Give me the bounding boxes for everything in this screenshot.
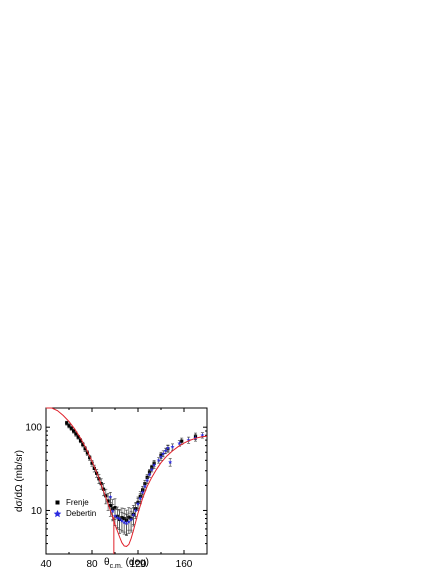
data-point-debertin (149, 467, 154, 472)
data-point-frenje (113, 506, 117, 510)
series-layer (46, 407, 208, 554)
data-point-frenje (74, 432, 78, 436)
data-point-debertin (135, 501, 141, 506)
x-tick-label: 40 (40, 559, 52, 570)
x-axis-title-tail: (deg) (123, 557, 149, 568)
data-point-debertin (163, 448, 168, 453)
data-point-debertin (140, 490, 145, 495)
data-point-frenje (88, 456, 92, 460)
data-point-debertin (110, 508, 115, 513)
axis-ticks: 40 80 120 160 10 100 (25, 408, 208, 570)
data-point-debertin (158, 454, 164, 459)
x-tick-label: 160 (176, 559, 193, 570)
legend-label-frenje: Frenje (66, 498, 89, 507)
data-point-debertin (126, 519, 131, 524)
data-point-debertin (165, 445, 170, 450)
data-point-frenje (90, 461, 94, 465)
data-point-debertin (124, 521, 129, 526)
data-point-frenje (76, 435, 80, 439)
data-point-debertin (170, 444, 175, 449)
data-point-frenje (180, 439, 184, 443)
legend-marker-debertin (53, 510, 62, 518)
data-point-debertin (131, 512, 136, 517)
data-point-debertin (133, 508, 138, 513)
y-axis-title: dσ/dΩ (mb/sr) (14, 450, 25, 512)
data-point-frenje (101, 487, 106, 491)
data-point-debertin (115, 515, 120, 520)
data-point-frenje (85, 451, 89, 455)
data-point-frenje (106, 499, 110, 503)
y-tick-label: 10 (31, 506, 43, 517)
legend: Frenje Debertin (53, 498, 96, 518)
data-point-frenje (104, 494, 108, 498)
data-point-debertin (129, 517, 134, 522)
data-point-frenje (69, 426, 73, 430)
data-point-debertin (156, 458, 161, 463)
data-point-frenje (65, 421, 69, 425)
data-point-debertin (161, 451, 166, 456)
data-point-debertin (117, 516, 122, 521)
data-point-frenje (92, 466, 96, 470)
x-axis-title-theta: θ (104, 557, 110, 568)
data-point-debertin (108, 494, 113, 499)
data-point-debertin (168, 459, 173, 464)
data-point-debertin (142, 484, 147, 489)
model-curve (46, 407, 208, 547)
data-point-debertin (177, 441, 182, 446)
data-point-frenje (78, 439, 83, 443)
legend-marker-frenje (55, 500, 60, 505)
data-point-frenje (108, 503, 112, 508)
data-point-debertin (119, 518, 124, 523)
data-point-debertin (122, 520, 127, 525)
y-tick-label: 100 (25, 423, 42, 434)
x-tick-label: 120 (130, 559, 147, 570)
x-axis-title: θc.m. (deg) (104, 557, 149, 570)
data-point-debertin (152, 462, 157, 467)
data-point-debertin (112, 513, 118, 518)
plot-frame (45, 407, 208, 555)
data-point-frenje (67, 424, 71, 428)
data-point-debertin (145, 478, 150, 483)
data-point-frenje (83, 447, 87, 451)
data-point-frenje (72, 429, 76, 433)
data-point-debertin (147, 472, 152, 477)
data-point-debertin (186, 437, 191, 442)
data-point-debertin (200, 433, 205, 438)
data-point-debertin (138, 496, 143, 501)
data-point-frenje (81, 442, 85, 447)
x-axis-title-sub: c.m. (110, 563, 123, 570)
legend-label-debertin: Debertin (66, 509, 96, 518)
x-tick-label: 80 (86, 559, 98, 570)
